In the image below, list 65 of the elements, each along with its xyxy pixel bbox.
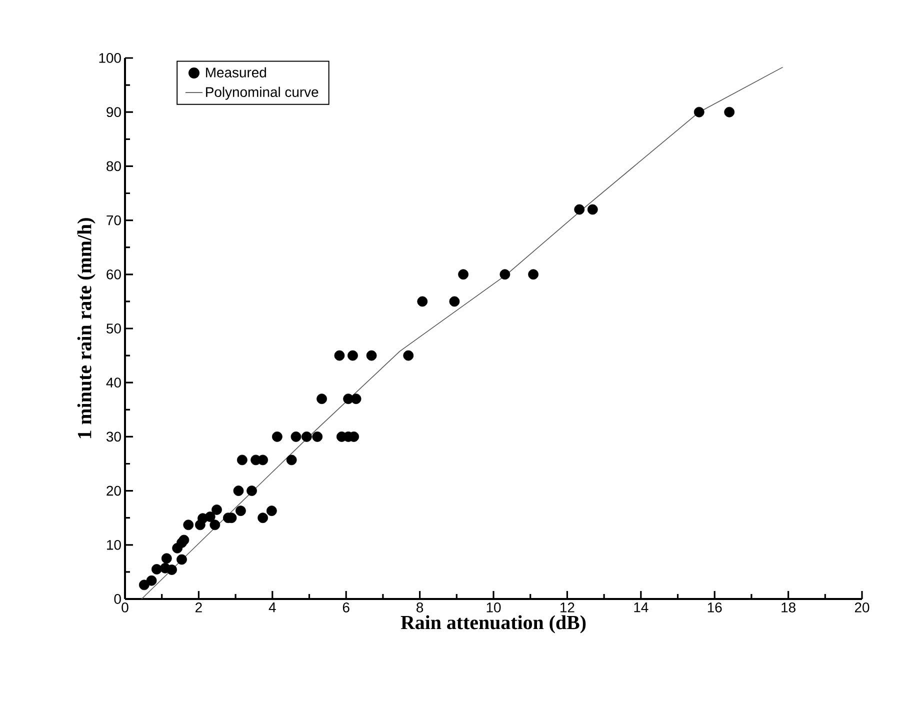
- point: [574, 204, 585, 215]
- point: [204, 512, 216, 522]
- point: [236, 454, 248, 466]
- y-tick-label: 90: [106, 107, 121, 118]
- point: [366, 350, 377, 361]
- point: [272, 431, 282, 442]
- x-tick-label: 2: [196, 602, 202, 612]
- point: [528, 269, 539, 280]
- legend-label: Measured: [206, 67, 266, 78]
- y-tick-label: 10: [107, 540, 121, 550]
- point: [178, 534, 190, 546]
- y-tick-label: 20: [106, 486, 121, 496]
- x-tick-label: 6: [342, 602, 350, 612]
- point: [258, 512, 268, 524]
- point: [417, 296, 428, 307]
- y-tick-label: 30: [106, 432, 121, 442]
- x-tick-label: 20: [854, 602, 870, 612]
- x-tick-label: 8: [416, 602, 424, 612]
- y-axis-title: 1 minute rain rate (mm/h): [77, 218, 96, 438]
- y-tick-label: 50: [106, 324, 121, 334]
- legend-label: Polynominal curve: [206, 86, 318, 100]
- x-tick-label: 10: [486, 602, 501, 612]
- point: [183, 520, 194, 530]
- point: [334, 350, 345, 361]
- point: [166, 564, 177, 575]
- point: [161, 553, 172, 564]
- x-tick-label: 16: [708, 602, 722, 612]
- y-tick-label: 100: [99, 53, 121, 63]
- point: [212, 504, 222, 515]
- point: [246, 486, 257, 496]
- x-tick-label: 14: [634, 602, 648, 612]
- point: [286, 454, 297, 466]
- point: [301, 431, 312, 442]
- y-tick-label: 0: [114, 594, 121, 604]
- point: [724, 106, 735, 118]
- y-tick-label: 60: [106, 269, 121, 280]
- point: [350, 394, 362, 404]
- point: [258, 454, 268, 466]
- x-tick-label: 18: [782, 602, 796, 612]
- x-tick-label: 12: [560, 602, 574, 612]
- y-tick-label: 70: [106, 215, 121, 226]
- x-tick-label: 4: [268, 602, 276, 612]
- point: [587, 204, 598, 215]
- line-series: [141, 66, 784, 600]
- point: [348, 350, 358, 361]
- point: [151, 564, 162, 574]
- point: [176, 554, 187, 565]
- point: [458, 269, 468, 280]
- x-axis-title: Rain attenuation (dB): [400, 615, 586, 634]
- point: [500, 269, 510, 280]
- point: [403, 350, 414, 361]
- point: [290, 431, 302, 442]
- point: [210, 520, 220, 530]
- x-tick-label: 0: [122, 602, 128, 612]
- point: [694, 106, 704, 118]
- point: [312, 431, 323, 442]
- point: [449, 296, 460, 307]
- point: [233, 486, 244, 496]
- y-tick-label: 40: [106, 378, 121, 388]
- point: [266, 506, 277, 516]
- point: [236, 506, 246, 516]
- point: [316, 394, 327, 404]
- point: [146, 575, 157, 586]
- point: [138, 580, 150, 590]
- y-tick-label: 80: [106, 161, 121, 172]
